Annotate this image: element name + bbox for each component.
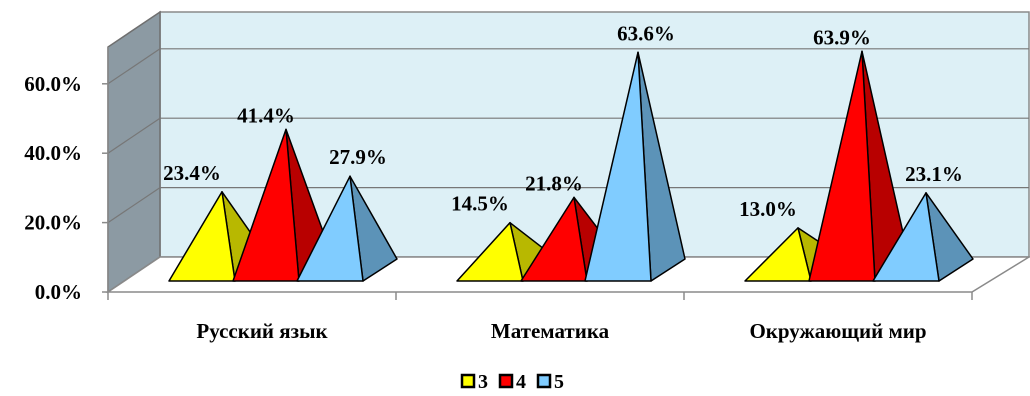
gridline — [107, 187, 161, 224]
gridline — [107, 48, 161, 85]
pyramid-series-5 — [872, 192, 974, 282]
pyramids — [168, 50, 974, 282]
legend-label: 3 — [478, 371, 488, 393]
x-tick-label: Математика — [491, 319, 610, 343]
y-tick-label: 60.0% — [24, 72, 82, 96]
pyramid-series-5 — [296, 175, 398, 282]
y-tick-label: 20.0% — [24, 211, 82, 235]
data-labels: 23.4% 41.4% 27.9% 14.5% 21.8% 63.6% 13.0% 63.9%… — [163, 21, 963, 221]
y-axis: 0.0% 20.0% 40.0% 60.0% — [24, 47, 109, 304]
pyramid-series-4 — [808, 50, 910, 282]
legend-item-3: 3 — [460, 371, 488, 393]
gridline — [107, 117, 161, 154]
legend-item-5: 5 — [536, 371, 564, 393]
y-tick-label: 0.0% — [35, 280, 82, 304]
x-tick-label: Окружающий мир — [749, 319, 926, 343]
legend-label: 4 — [516, 371, 526, 393]
data-label: 21.8% — [525, 171, 583, 195]
pyramid-series-5 — [584, 51, 686, 282]
data-label: 14.5% — [451, 192, 509, 216]
legend-item-4: 4 — [498, 371, 526, 393]
data-label: 41.4% — [237, 103, 295, 127]
data-label: 63.9% — [813, 25, 871, 49]
x-tick-label: Русский язык — [196, 319, 328, 343]
data-label: 63.6% — [617, 21, 675, 45]
x-axis: Русский язык Математика Окружающий мир — [107, 292, 973, 343]
data-label: 27.9% — [329, 145, 387, 169]
legend-label: 5 — [554, 371, 564, 393]
data-label: 23.1% — [905, 162, 963, 186]
data-label: 13.0% — [739, 197, 797, 221]
y-tick-label: 40.0% — [24, 141, 82, 165]
data-label: 23.4% — [163, 161, 221, 185]
legend: 3 4 5 — [460, 371, 564, 393]
